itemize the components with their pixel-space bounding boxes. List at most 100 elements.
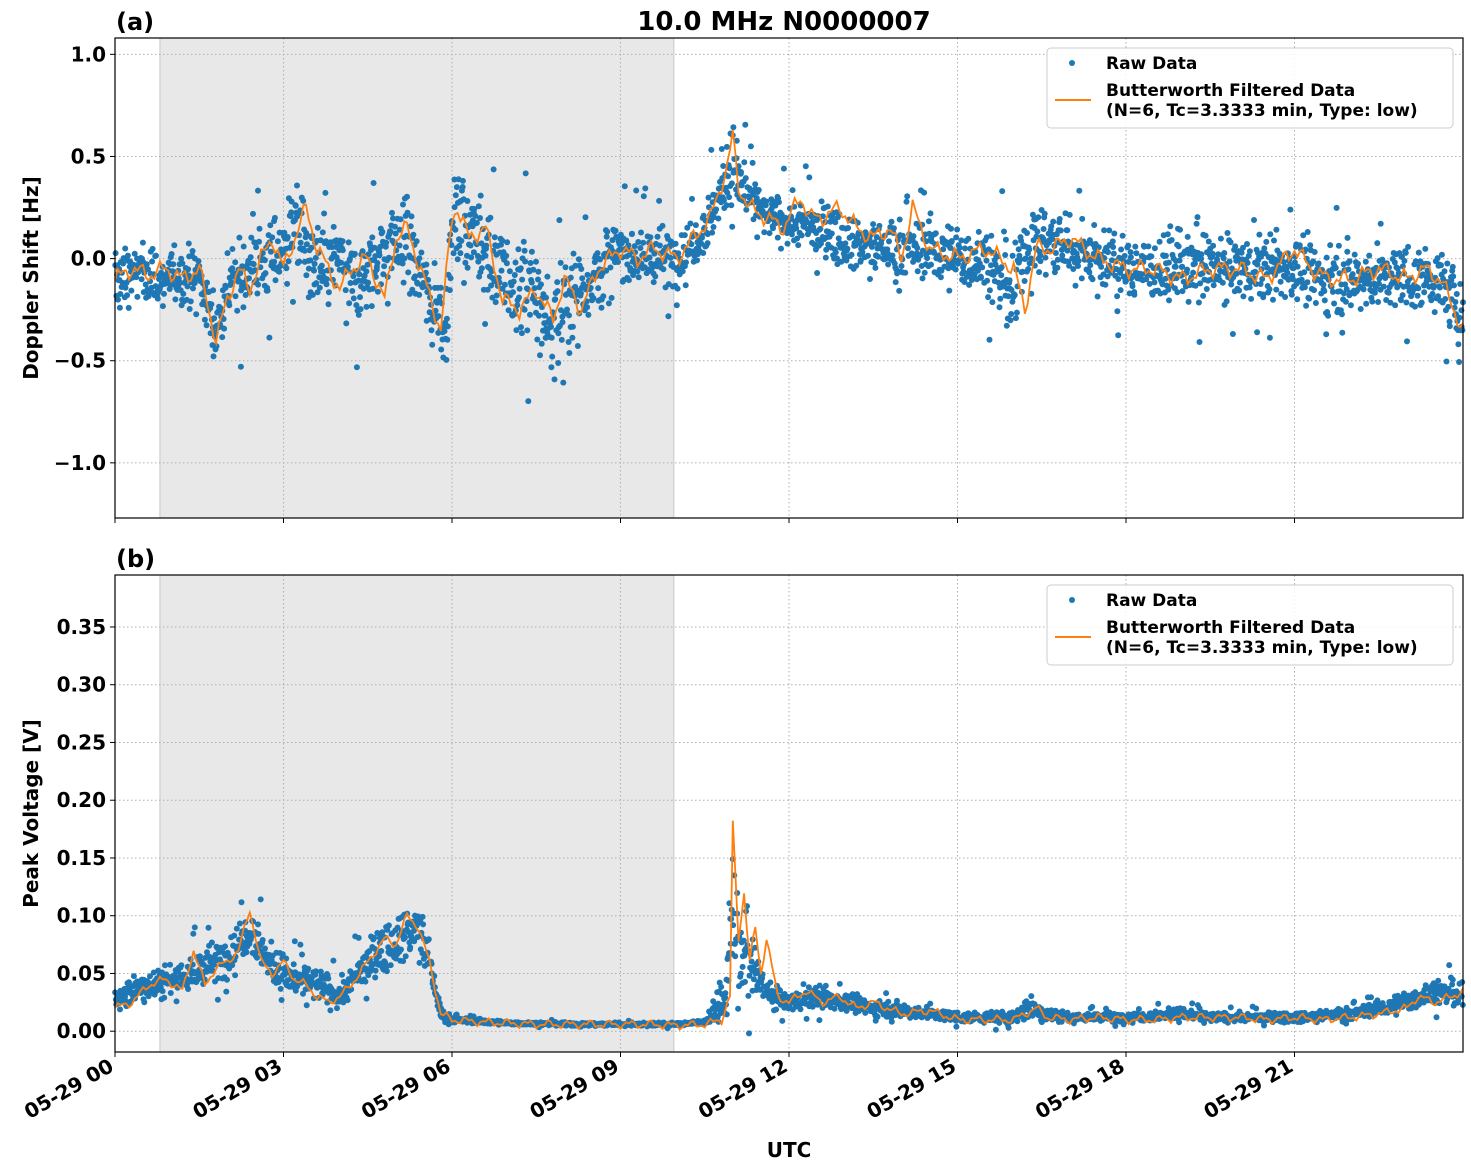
raw-data-point [477, 192, 484, 199]
raw-data-point [154, 295, 161, 302]
raw-data-point [1443, 358, 1450, 365]
raw-data-point [224, 976, 230, 983]
raw-data-point [339, 247, 346, 254]
raw-data-point [777, 987, 783, 994]
raw-data-point [467, 242, 474, 249]
raw-data-point [726, 165, 733, 172]
raw-data-point [1233, 270, 1240, 277]
raw-data-point [888, 218, 895, 225]
raw-data-point [173, 998, 180, 1005]
raw-data-point [498, 267, 505, 274]
raw-data-point [1449, 263, 1456, 270]
raw-data-point [291, 938, 298, 945]
raw-data-point [559, 319, 566, 326]
raw-data-point [339, 238, 346, 245]
raw-data-point [477, 215, 483, 221]
raw-data-point [1141, 254, 1148, 261]
raw-data-point [1024, 230, 1030, 236]
raw-data-point [1008, 311, 1015, 317]
raw-data-point [115, 296, 121, 303]
raw-data-point [544, 273, 551, 280]
raw-data-point [872, 264, 879, 271]
raw-data-point [353, 364, 360, 371]
raw-data-point [149, 245, 156, 252]
raw-data-point [1202, 232, 1209, 239]
raw-data-point [177, 279, 183, 286]
raw-data-point [1245, 252, 1252, 259]
raw-data-point [983, 257, 990, 264]
raw-data-point [1017, 256, 1024, 263]
raw-data-point [1003, 322, 1010, 329]
raw-data-point [535, 268, 542, 275]
raw-data-point [372, 974, 379, 981]
raw-data-point [234, 307, 241, 314]
raw-data-point [728, 202, 735, 209]
raw-data-point [1179, 263, 1186, 270]
raw-data-point [1329, 272, 1335, 279]
raw-data-point [565, 339, 572, 345]
raw-data-point [1121, 252, 1128, 259]
raw-data-point [1252, 268, 1259, 275]
raw-data-point [1151, 279, 1158, 286]
raw-data-point [378, 948, 385, 954]
raw-data-point [551, 376, 558, 383]
raw-data-point [309, 291, 316, 298]
raw-data-point [222, 284, 229, 291]
raw-data-point [656, 197, 663, 204]
raw-data-point [253, 244, 260, 251]
raw-data-point [1007, 317, 1014, 324]
raw-data-point [473, 241, 480, 248]
raw-data-point [517, 265, 524, 272]
raw-data-point [948, 225, 954, 232]
raw-data-point [1042, 271, 1049, 278]
raw-data-point [334, 1005, 340, 1012]
raw-data-point [885, 261, 892, 268]
panel-label-a: (a) [116, 8, 154, 36]
raw-data-point [567, 274, 574, 281]
raw-data-point [262, 270, 269, 277]
raw-data-point [419, 913, 426, 920]
raw-data-point [699, 234, 705, 241]
raw-data-point [1072, 282, 1079, 289]
raw-data-point [171, 242, 178, 249]
raw-data-point [1166, 297, 1172, 304]
raw-data-point [285, 258, 292, 265]
raw-data-point [1075, 263, 1081, 269]
raw-data-point [1066, 211, 1073, 218]
raw-data-point [1057, 227, 1064, 234]
raw-data-point [569, 334, 576, 341]
legend-filtered-label: Butterworth Filtered Data [1106, 81, 1355, 101]
raw-data-point [1058, 1018, 1065, 1025]
raw-data-point [210, 287, 217, 294]
raw-data-point [985, 294, 992, 301]
raw-data-point [385, 922, 392, 929]
raw-data-point [1005, 293, 1012, 300]
raw-data-point [1394, 265, 1401, 272]
raw-data-point [874, 1013, 881, 1020]
raw-data-point [1143, 276, 1150, 283]
raw-data-point [1264, 264, 1271, 271]
raw-data-point [1271, 237, 1277, 244]
raw-data-point [788, 231, 795, 238]
raw-data-point [754, 234, 761, 241]
raw-data-point [214, 996, 221, 1003]
raw-data-point [633, 187, 640, 194]
raw-data-point [927, 210, 934, 217]
raw-data-point [290, 298, 296, 305]
raw-data-point [816, 1017, 823, 1024]
raw-data-point [767, 979, 774, 986]
raw-data-point [1374, 240, 1381, 247]
raw-data-point [1456, 314, 1463, 321]
raw-data-point [301, 247, 308, 254]
raw-data-point [264, 287, 271, 294]
raw-data-point [623, 237, 630, 244]
raw-data-point [471, 206, 478, 212]
raw-data-point [554, 279, 561, 286]
raw-data-point [297, 239, 304, 246]
raw-data-point [746, 1030, 752, 1037]
raw-data-point [1270, 296, 1276, 303]
raw-data-point [1226, 258, 1233, 265]
raw-data-point [1110, 244, 1117, 250]
raw-data-point [1001, 281, 1008, 288]
